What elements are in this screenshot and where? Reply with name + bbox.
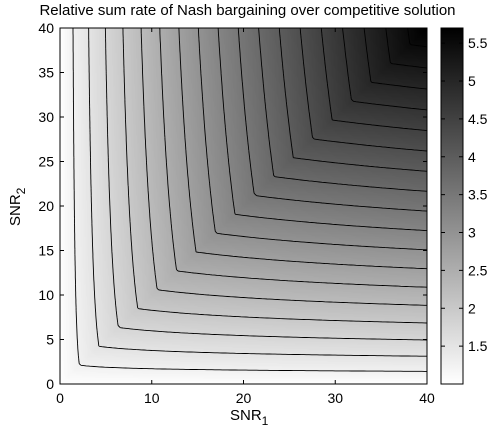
y-axis-ticks: 0 5 10 15 20 25 30 35 40 [38,20,427,392]
y-tick-label: 5 [46,332,54,348]
contour-line [140,27,427,306]
y-tick-label: 35 [38,65,54,81]
contour-line [122,27,428,324]
y-tick-label: 30 [38,109,54,125]
contour-line [104,28,428,341]
y-tick-label: 15 [38,243,54,259]
contour-line [407,27,428,48]
y-tick-label: 40 [38,20,54,36]
contour-line [278,27,428,172]
colorbar-tick-label: 2 [468,300,476,316]
colorbar-tick-label: 5 [468,73,476,89]
x-axis-label-subscript: 1 [262,414,269,428]
contour-line [88,27,427,357]
y-tick-label: 20 [38,198,54,214]
contour-line [342,27,428,111]
colorbar-tick-label: 3.5 [468,187,488,203]
colorbar-tick-label: 4 [468,149,476,165]
x-tick-label: 30 [327,390,343,406]
x-axis-label: SNR1 [230,407,269,428]
colorbar-tick-label: 5.5 [468,35,488,51]
y-tick-label: 25 [38,154,54,170]
colorbar-tick-label: 2.5 [468,262,488,278]
x-tick-label: 40 [419,390,435,406]
colorbar [440,27,464,385]
heatmap-field [60,28,427,384]
y-tick-label: 0 [46,376,54,392]
y-tick-label: 10 [38,287,54,303]
contour-line [258,27,428,192]
x-axis-ticks: 0 10 20 30 40 [56,28,435,406]
contour-line [159,27,428,288]
chart-title: Relative sum rate of Nash bargaining ove… [39,2,456,19]
x-tick-label: 20 [236,390,252,406]
contour-line [217,27,428,232]
colorbar-tick-label: 4.5 [468,111,488,127]
contour-line [72,28,427,372]
contour-line [320,27,428,132]
contour-line [299,27,428,152]
y-axis-label-subscript: 2 [14,187,28,194]
x-tick-label: 0 [56,390,64,406]
contour-lines [72,27,428,372]
contour-line [385,27,428,69]
contour-line [197,27,428,251]
colorbar-tick-label: 3 [468,225,476,241]
contour-line [178,27,428,270]
x-tick-label: 10 [144,390,160,406]
colorbar-tick-label: 1.5 [468,338,488,354]
colorbar-ticks: 1.5 2 2.5 3 3.5 4 4.5 5 5.5 [441,35,488,354]
y-axis-label: SNR2 [7,187,28,226]
